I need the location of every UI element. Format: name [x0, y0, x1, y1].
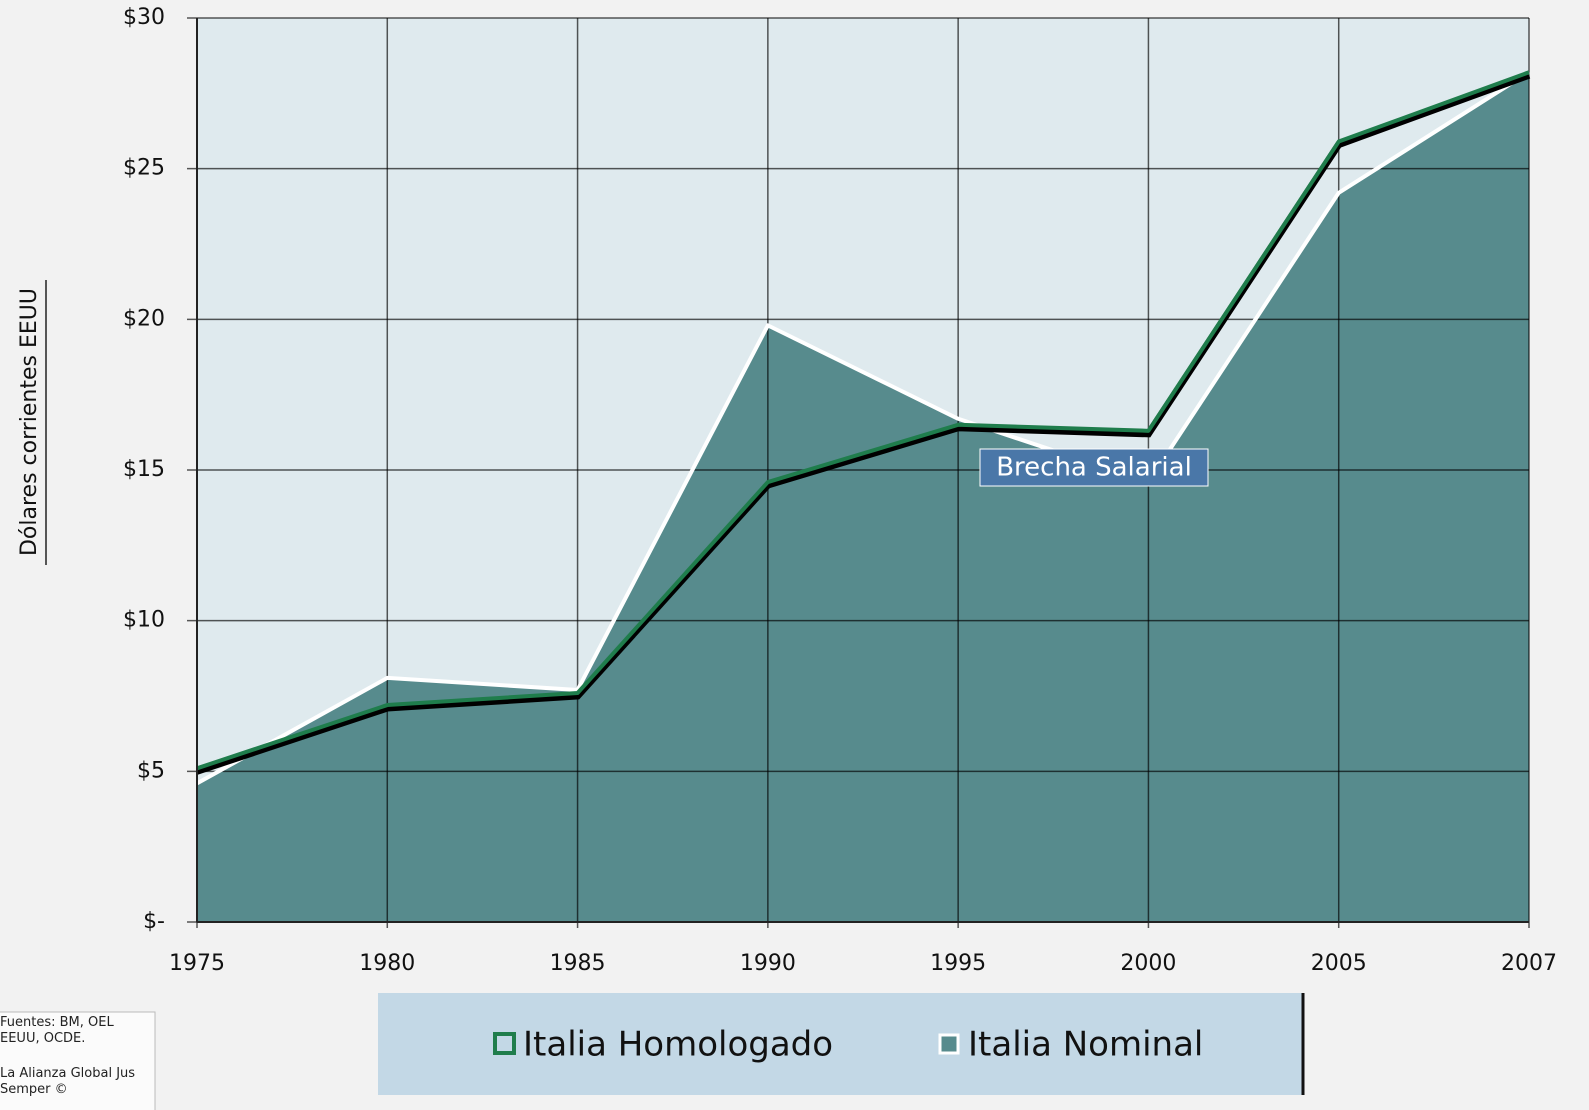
y-tick-label: $5	[137, 758, 165, 783]
source-note: Fuentes: BM, OEL EEUU, OCDE. La Alianza …	[0, 1015, 136, 1097]
y-tick-label: $25	[123, 156, 165, 181]
source: Fuentes: BM, OEL EEUU, OCDE.	[0, 1015, 114, 1046]
line	[196, 70, 1531, 786]
x-tick-label: 1990	[740, 951, 796, 976]
x-tick-label: 2005	[1311, 951, 1367, 976]
x-tick-label: 2007	[1501, 951, 1557, 976]
annotation-box	[979, 448, 1209, 487]
legend-label: Italia Homologado	[523, 1025, 833, 1065]
y-tick-label: $20	[123, 306, 165, 331]
line	[196, 70, 1530, 771]
y-tick-label: $30	[123, 5, 165, 30]
x-tick-label: 1985	[550, 951, 606, 976]
x-tick-label: 1980	[359, 951, 415, 976]
y-tick-label: $-	[143, 909, 165, 934]
source-box	[0, 1011, 156, 1110]
legend-entries: Italia Homologado Italia Nominal	[493, 1025, 1203, 1065]
credit: La Alianza Global Jus Semper ©	[0, 1066, 136, 1097]
legend-swatch	[493, 1032, 516, 1055]
legend-swatch	[938, 1033, 960, 1055]
annotation: Brecha Salarial	[996, 453, 1192, 483]
area	[197, 72, 1529, 923]
legend-label: Italia Nominal	[968, 1025, 1203, 1065]
x-tick-label: 1975	[169, 951, 225, 976]
y-axis-label: Dólares corrientes EEUU	[17, 288, 42, 556]
x-tick-label: 2000	[1120, 951, 1176, 976]
y-tick-label: $15	[123, 457, 165, 482]
x-tick-label: 1995	[930, 951, 986, 976]
y-tick-label: $10	[123, 608, 165, 633]
legend	[378, 993, 1303, 1095]
overlay	[196, 18, 1529, 923]
